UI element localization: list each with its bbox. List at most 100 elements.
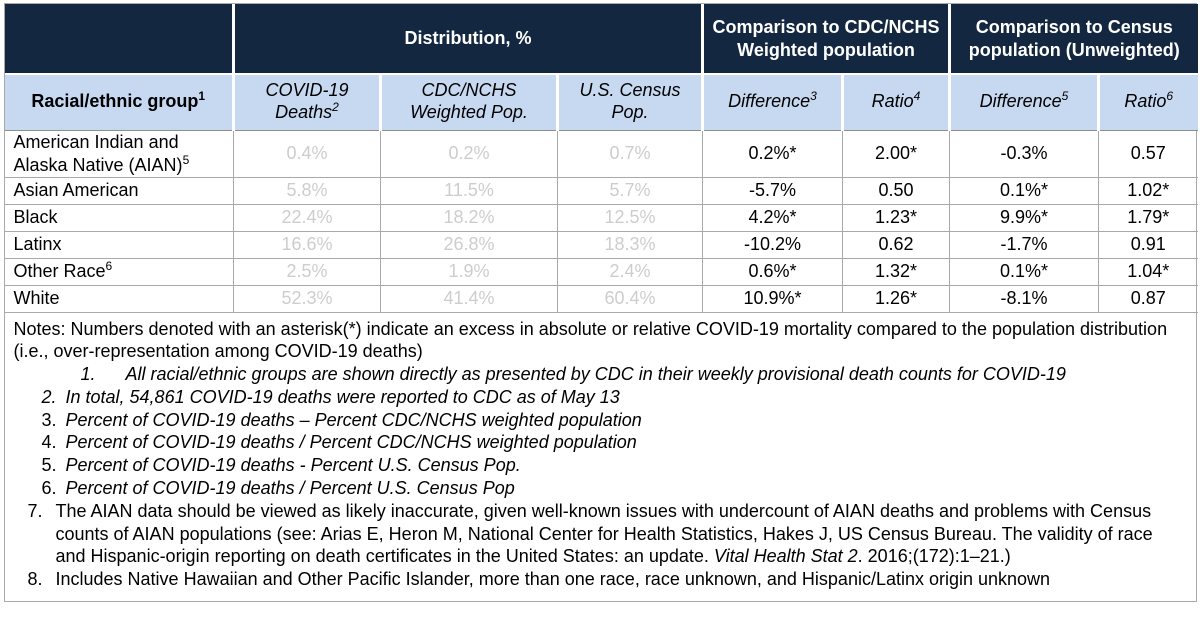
col-header-label: Racial/ethnic group xyxy=(31,91,199,112)
row-group-label: Other Race6 xyxy=(4,257,234,286)
col-header-label: Ratio xyxy=(1124,91,1167,112)
footnote-marker: 2 xyxy=(332,100,339,115)
value-cell: -5.7% xyxy=(702,176,843,205)
value-cell: 1.02* xyxy=(1098,176,1198,205)
column-header-row: Racial/ethnic group1 COVID-19 Deaths2 CD… xyxy=(4,74,1198,131)
table-row: Other Race6 2.5% 1.9% 2.4% 0.6%* 1.32* 0.1%* 1.… xyxy=(4,257,1198,286)
footnote-marker: 5 xyxy=(1061,89,1069,104)
footnote-marker: 6 xyxy=(1166,89,1174,104)
row-group-label: Latinx xyxy=(4,230,234,259)
value-cell: 16.6% xyxy=(233,230,381,259)
table-body: American Indian and Alaska Native (AIAN)… xyxy=(4,129,1198,313)
value-cell: 22.4% xyxy=(233,203,381,232)
col-header-cdc-weighted-pop: CDC/NCHS Weighted Pop. xyxy=(379,74,558,131)
value-cell: 0.2%* xyxy=(702,129,843,178)
note-text: Vital Health Stat 2 xyxy=(713,546,858,567)
col-header-ratio-census: Ratio6 xyxy=(1097,74,1198,131)
value-cell: 11.5% xyxy=(380,176,558,205)
note-item: 7. The AIAN data should be viewed as like… xyxy=(14,500,1188,568)
note-number: 8. xyxy=(27,569,43,590)
value-cell: 12.5% xyxy=(557,203,703,232)
note-text: All racial/ethnic groups are shown direc… xyxy=(125,364,1066,385)
notes-section: Notes: Numbers denoted with an asterisk(… xyxy=(5,312,1198,601)
col-header-difference-cdc: Difference3 xyxy=(701,74,843,131)
value-cell: 0.62 xyxy=(842,230,950,259)
table-row: Latinx 16.6% 26.8% 18.3% -10.2% 0.62 -1.7% 0.91 xyxy=(4,230,1198,259)
footnote-marker: 6 xyxy=(105,259,113,273)
value-cell: -10.2% xyxy=(702,230,843,259)
value-cell: 1.23* xyxy=(842,203,950,232)
table-row: White 52.3% 41.4% 60.4% 10.9%* 1.26* -8.1% 0.87 xyxy=(4,284,1198,313)
value-cell: 0.87 xyxy=(1098,284,1198,313)
row-group-label: American Indian and Alaska Native (AIAN)… xyxy=(4,129,234,178)
footnote-marker: 3 xyxy=(810,89,817,104)
value-cell: 60.4% xyxy=(557,284,703,313)
value-cell: 2.5% xyxy=(233,257,381,286)
value-cell: 0.4% xyxy=(233,129,381,178)
col-header-racial-ethnic-group: Racial/ethnic group1 xyxy=(4,74,234,131)
notes-row: Notes: Numbers denoted with an asterisk(… xyxy=(5,312,1198,601)
note-text: Percent of COVID-19 deaths – Percent CDC… xyxy=(65,409,642,430)
note-item: 1. All racial/ethnic groups are shown dir… xyxy=(14,363,1188,386)
value-cell: 0.6%* xyxy=(702,257,843,286)
value-cell: 0.91 xyxy=(1098,230,1198,259)
value-cell: 18.2% xyxy=(380,203,558,232)
table-row: American Indian and Alaska Native (AIAN)… xyxy=(4,129,1198,178)
note-item: 4. Percent of COVID-19 deaths / Percent C… xyxy=(14,431,1188,454)
value-cell: 0.1%* xyxy=(949,176,1099,205)
note-text: Percent of COVID-19 deaths / Percent CDC… xyxy=(65,432,637,453)
value-cell: 1.32* xyxy=(842,257,950,286)
cdc-comparison-group-header: Comparison to CDC/NCHS Weighted populati… xyxy=(701,4,950,75)
value-cell: -1.7% xyxy=(949,230,1099,259)
row-group-label: Asian American xyxy=(4,176,234,205)
note-text: Includes Native Hawaiian and Other Pacif… xyxy=(55,569,1051,590)
value-cell: 5.8% xyxy=(233,176,381,205)
col-header-label: COVID-19 Deaths xyxy=(265,80,349,123)
note-item: 8. Includes Native Hawaiian and Other Pac… xyxy=(14,568,1188,591)
row-group-label: Black xyxy=(4,203,234,232)
note-text: The AIAN data should be viewed as likely… xyxy=(55,500,1153,567)
value-cell: 9.9%* xyxy=(949,203,1099,232)
note-number: 1. xyxy=(80,364,96,385)
note-text: In total, 54,861 COVID-19 deaths were re… xyxy=(65,386,620,407)
col-header-covid-deaths: COVID-19 Deaths2 xyxy=(232,74,381,131)
census-comparison-group-header: Comparison to Census population (Unweigh… xyxy=(948,4,1198,75)
col-header-label: Difference xyxy=(728,91,811,112)
notes-list: 1. All racial/ethnic groups are shown dir… xyxy=(14,363,1188,591)
row-group-label: White xyxy=(4,284,234,313)
distribution-group-header: Distribution, % xyxy=(232,4,703,75)
value-cell: 18.3% xyxy=(557,230,703,259)
table-container: Distribution, % Comparison to CDC/NCHS W… xyxy=(3,3,1198,603)
value-cell: 1.26* xyxy=(842,284,950,313)
note-number: 3. xyxy=(41,409,57,430)
value-cell: 2.00* xyxy=(842,129,950,178)
value-cell: 10.9%* xyxy=(702,284,843,313)
note-number: 2. xyxy=(41,386,57,407)
note-number: 5. xyxy=(41,455,57,476)
col-header-label: Ratio xyxy=(871,91,914,112)
value-cell: 1.04* xyxy=(1098,257,1198,286)
footnote-marker: 4 xyxy=(913,89,921,104)
value-cell: 41.4% xyxy=(380,284,558,313)
value-cell: 4.2%* xyxy=(702,203,843,232)
note-item: 3. Percent of COVID-19 deaths – Percent C… xyxy=(14,409,1188,432)
note-text: . 2016;(172):1–21.) xyxy=(857,546,1011,567)
note-number: 7. xyxy=(27,500,43,521)
value-cell: 5.7% xyxy=(557,176,703,205)
note-item: 2. In total, 54,861 COVID-19 deaths were … xyxy=(14,386,1188,409)
footnote-marker: 5 xyxy=(182,152,190,167)
value-cell: 0.2% xyxy=(380,129,558,178)
note-text: Percent of COVID-19 deaths / Percent U.S… xyxy=(65,478,515,499)
value-cell: 52.3% xyxy=(233,284,381,313)
col-header-label: Difference xyxy=(979,91,1062,112)
value-cell: 0.7% xyxy=(557,129,703,178)
table-row: Black 22.4% 18.2% 12.5% 4.2%* 1.23* 9.9%* 1.79* xyxy=(4,203,1198,232)
col-header-us-census-pop: U.S. Census Pop. xyxy=(556,74,703,131)
empty-corner-cell xyxy=(4,4,234,75)
footnote-marker: 1 xyxy=(198,89,206,104)
covid-mortality-table: Distribution, % Comparison to CDC/NCHS W… xyxy=(4,4,1198,601)
value-cell: 0.57 xyxy=(1098,129,1198,178)
value-cell: -0.3% xyxy=(949,129,1099,178)
value-cell: 0.50 xyxy=(842,176,950,205)
value-cell: -8.1% xyxy=(949,284,1099,313)
